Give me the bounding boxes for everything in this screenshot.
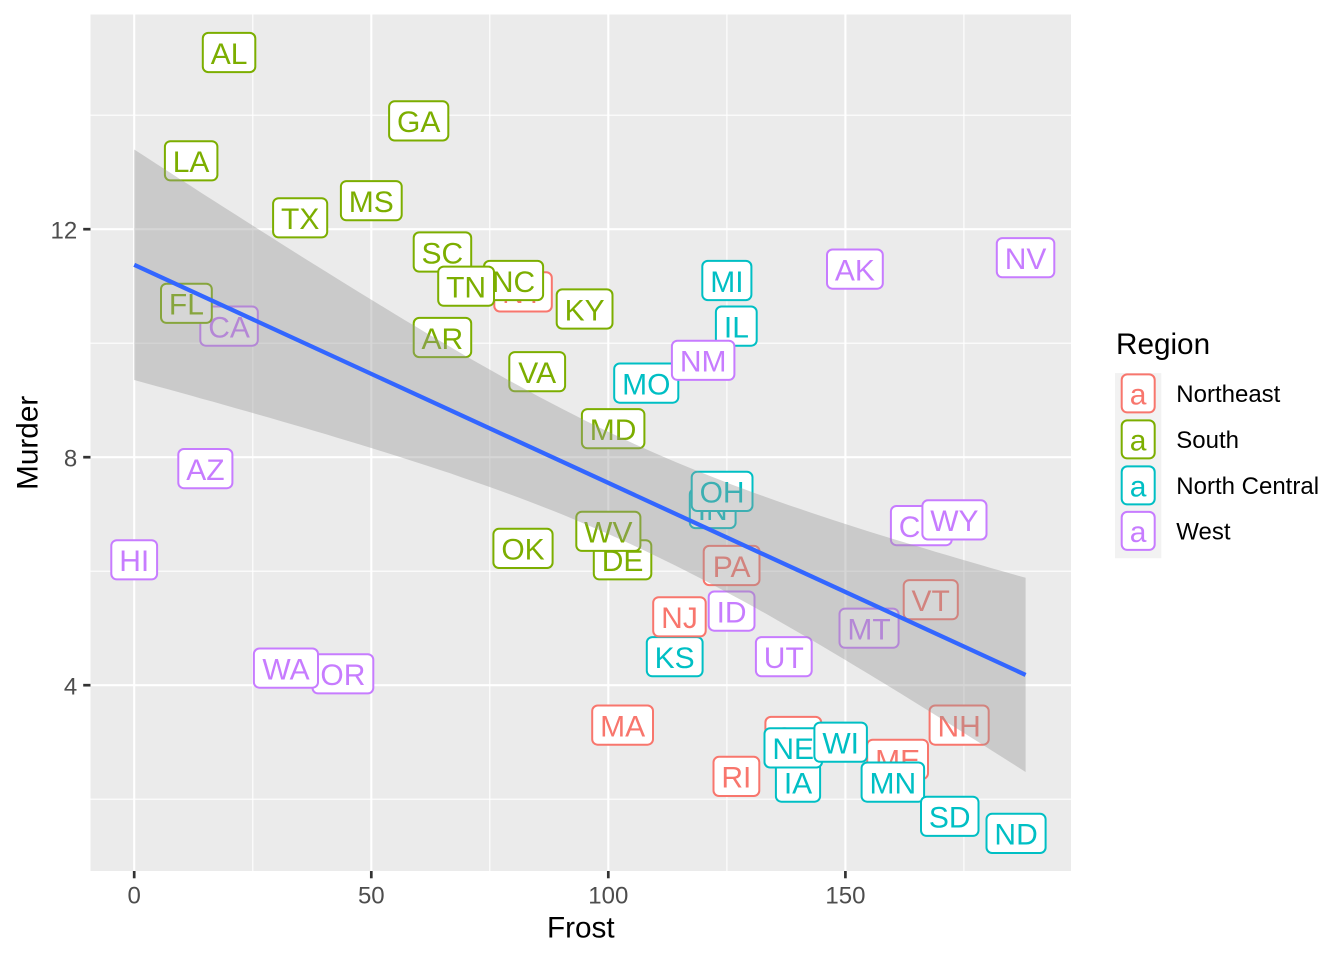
svg-text:WV: WV xyxy=(584,517,632,550)
svg-text:LA: LA xyxy=(173,146,210,179)
svg-text:TX: TX xyxy=(281,203,319,236)
svg-text:MN: MN xyxy=(869,767,916,800)
svg-text:MD: MD xyxy=(590,414,637,447)
svg-text:150: 150 xyxy=(825,882,865,909)
svg-text:HI: HI xyxy=(119,545,149,578)
svg-text:GA: GA xyxy=(397,106,440,139)
svg-text:Region: Region xyxy=(1116,328,1210,361)
svg-text:MS: MS xyxy=(349,186,394,219)
svg-text:100: 100 xyxy=(588,882,628,909)
svg-text:NM: NM xyxy=(680,346,727,379)
svg-text:TN: TN xyxy=(446,272,486,305)
svg-text:WA: WA xyxy=(262,653,309,686)
svg-text:AR: AR xyxy=(422,323,464,356)
svg-text:a: a xyxy=(1130,516,1147,549)
svg-text:MT: MT xyxy=(847,614,890,647)
svg-text:12: 12 xyxy=(50,218,77,245)
svg-text:a: a xyxy=(1130,425,1147,458)
svg-text:MI: MI xyxy=(710,266,743,299)
svg-text:SC: SC xyxy=(422,237,464,270)
svg-text:VT: VT xyxy=(912,585,950,618)
svg-text:West: West xyxy=(1176,518,1231,545)
svg-text:ID: ID xyxy=(717,596,747,629)
svg-text:KY: KY xyxy=(565,294,605,327)
svg-text:a: a xyxy=(1130,471,1147,504)
svg-text:Northeast: Northeast xyxy=(1176,381,1280,408)
svg-text:KS: KS xyxy=(655,642,695,675)
svg-text:ND: ND xyxy=(994,819,1037,852)
svg-text:RI: RI xyxy=(721,762,751,795)
svg-text:NC: NC xyxy=(492,266,535,299)
svg-text:VA: VA xyxy=(518,357,556,390)
svg-text:50: 50 xyxy=(358,882,385,909)
svg-text:NV: NV xyxy=(1005,243,1047,276)
svg-text:Murder: Murder xyxy=(11,396,44,490)
svg-text:North Central: North Central xyxy=(1176,473,1319,500)
svg-text:PA: PA xyxy=(713,551,751,584)
svg-text:OK: OK xyxy=(501,534,544,567)
svg-text:AZ: AZ xyxy=(186,454,224,487)
svg-text:NJ: NJ xyxy=(661,602,698,635)
svg-text:IL: IL xyxy=(724,311,749,344)
svg-text:AL: AL xyxy=(211,38,248,71)
svg-text:NH: NH xyxy=(938,710,981,743)
svg-text:WY: WY xyxy=(930,505,978,538)
svg-text:a: a xyxy=(1130,379,1147,412)
svg-text:0: 0 xyxy=(128,882,141,909)
svg-text:Frost: Frost xyxy=(547,911,615,944)
svg-text:MO: MO xyxy=(622,368,670,401)
svg-text:MA: MA xyxy=(600,710,645,743)
svg-text:NE: NE xyxy=(772,733,814,766)
svg-text:SD: SD xyxy=(929,802,971,835)
svg-text:8: 8 xyxy=(64,446,77,473)
svg-text:South: South xyxy=(1176,427,1239,454)
svg-text:4: 4 xyxy=(64,674,77,701)
svg-text:IA: IA xyxy=(784,767,812,800)
svg-text:AK: AK xyxy=(835,254,875,287)
svg-text:WI: WI xyxy=(822,728,859,761)
svg-text:UT: UT xyxy=(764,642,804,675)
svg-text:OH: OH xyxy=(700,477,745,510)
svg-text:OR: OR xyxy=(320,659,365,692)
